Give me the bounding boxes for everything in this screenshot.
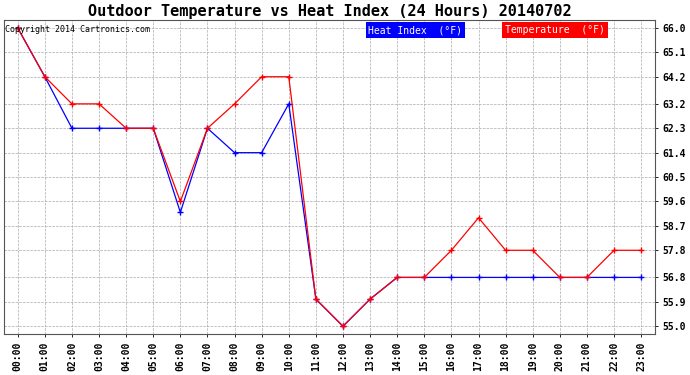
Text: Temperature  (°F): Temperature (°F) [505, 25, 605, 35]
Text: Copyright 2014 Cartronics.com: Copyright 2014 Cartronics.com [6, 25, 150, 34]
Title: Outdoor Temperature vs Heat Index (24 Hours) 20140702: Outdoor Temperature vs Heat Index (24 Ho… [88, 4, 571, 19]
Text: Heat Index  (°F): Heat Index (°F) [368, 25, 462, 35]
